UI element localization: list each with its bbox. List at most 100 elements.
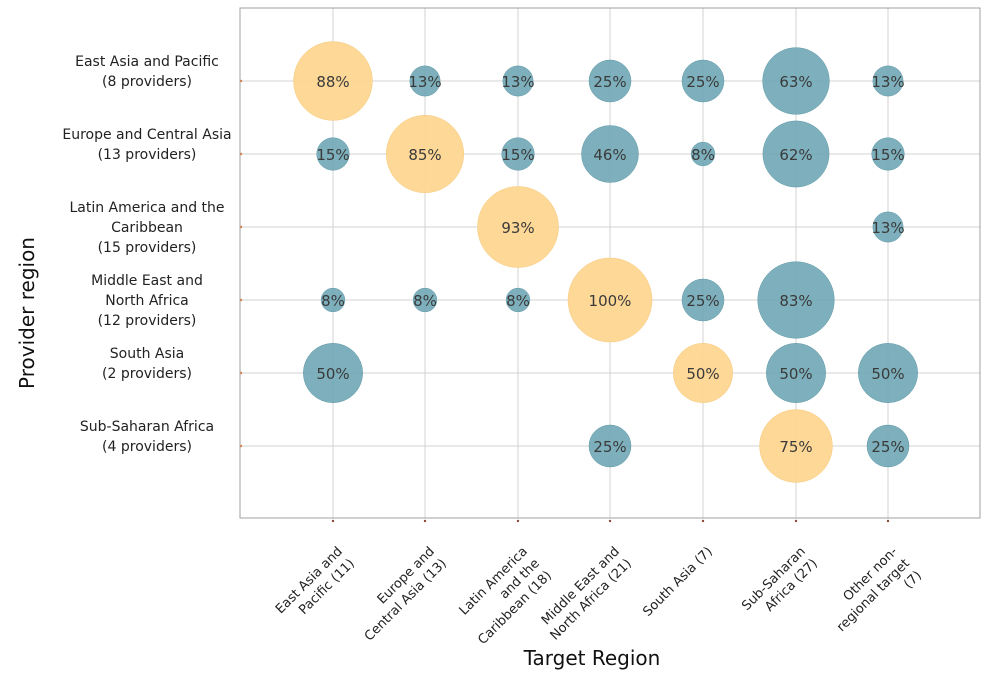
x-tick-mark [794,519,798,523]
y-tick-label-line: Middle East and [91,273,203,289]
x-tick-label-line: South Asia (7) [640,544,715,619]
bubble [320,287,346,313]
x-tick-labels: East Asia andPacific (11) Europe andCentr… [273,544,925,648]
bubble-value-label: 75% [779,438,812,456]
bubble [477,186,559,268]
y-tick-labels: East Asia and Pacific (8 providers) Europe… [62,54,231,455]
bubble [588,424,632,468]
bubble [673,343,733,403]
x-tick-label: East Asia andPacific (11) [273,544,358,629]
bubble [681,59,725,103]
bubble-value-label: 15% [316,146,349,164]
bubble-value-label: 25% [593,73,626,91]
bubble [293,41,373,121]
y-tick-label-line: (13 providers) [98,147,197,163]
bubble-value-label: 8% [691,146,715,164]
bubble-value-label: 13% [408,73,441,91]
bubble-value-label: 62% [779,146,812,164]
bubble [866,424,910,468]
bubble-value-label: 63% [779,73,812,91]
bubble [872,211,904,243]
x-axis-title: Target Region [523,646,661,670]
bubble-value-label: 8% [506,292,530,310]
y-tick-label: Latin America and the Caribbean (15 provid… [69,200,224,256]
y-tick-label-line: South Asia [110,346,184,362]
bubble-value-label: 50% [316,365,349,383]
bubble-value-label: 50% [686,365,719,383]
bubble-value-label: 13% [501,73,534,91]
bubble-value-label: 93% [501,219,534,237]
bubble [567,257,653,343]
y-tick-label: South Asia (2 providers) [102,346,192,382]
bubble [581,125,639,183]
bubble-value-label: 25% [686,292,719,310]
bubble-value-label: 50% [871,365,904,383]
bubble [588,59,632,103]
y-tick-label-line: (15 providers) [98,240,197,256]
x-tick-mark [701,519,705,523]
y-tick-label-line: (12 providers) [98,313,197,329]
bubble [766,343,826,403]
x-tick-label: Latin Americaand theCaribbean (18) [451,544,555,648]
plot-frame [239,7,981,519]
bubble-value-label: 50% [779,365,812,383]
bubble [872,65,904,97]
x-tick-label: Other non-regional target(7) [822,544,925,647]
bubble-value-label: 85% [408,146,441,164]
y-tick-label: Sub-Saharan Africa (4 providers) [80,419,214,455]
bubble-value-label: 100% [589,292,632,310]
bubble [316,137,350,171]
x-tick-mark [331,519,335,523]
x-tick-mark [423,519,427,523]
bubble [762,120,830,188]
y-tick-label-line: (8 providers) [102,74,192,90]
bubble [871,137,905,171]
bubble [409,65,441,97]
bubble-value-label: 15% [501,146,534,164]
bubble [502,65,534,97]
bubble-value-label: 88% [316,73,349,91]
bubble-value-label: 25% [593,438,626,456]
y-tick-label: Europe and Central Asia (13 providers) [62,127,231,163]
bubble-value-label: 8% [321,292,345,310]
y-tick-label-line: Sub-Saharan Africa [80,419,214,435]
y-tick-label-line: North Africa [105,293,189,309]
bubble-value-label: 46% [593,146,626,164]
bubble [501,137,535,171]
x-tick-label: Sub-SaharanAfrica (27) [739,544,821,626]
bubble-value-label: 13% [871,73,904,91]
y-tick-label-line: Latin America and the [69,200,224,216]
bubble-value-label: 25% [686,73,719,91]
bubble-value-label: 83% [779,292,812,310]
x-tick-mark [886,519,890,523]
bubble [386,115,464,193]
y-tick-label-line: (2 providers) [102,366,192,382]
bubble [303,343,363,403]
x-tick-mark [608,519,612,523]
bubble-value-label: 8% [413,292,437,310]
bubble [690,141,716,167]
x-tick-label: South Asia (7) [640,544,715,619]
bubble [858,343,918,403]
bubble-value-label: 15% [871,146,904,164]
x-tick-mark [516,519,520,523]
bubble-value-label: 25% [871,438,904,456]
y-tick-label: Middle East and North Africa (12 providers… [91,273,203,329]
bubble [412,287,438,313]
y-tick-label-line: Caribbean [111,220,183,236]
y-axis-title: Provider region [15,237,39,389]
bubble-value-label: 13% [871,219,904,237]
bubbles: 88% 13% 13% 25% 25% 63% 13% 15% 85% 15% 46% 8% 62% 15… [293,41,918,483]
y-tick-label-line: (4 providers) [102,439,192,455]
y-tick-label-line: Europe and Central Asia [62,127,231,143]
bubble [505,287,531,313]
y-tick-label-line: East Asia and Pacific [75,54,219,70]
bubble [681,278,725,322]
x-tick-label: Middle East andNorth Africa (21) [536,544,635,643]
bubble [759,409,833,483]
bubble [762,47,830,115]
y-tick-label: East Asia and Pacific (8 providers) [75,54,219,90]
x-tick-label: Europe andCentral Asia (13) [350,544,450,644]
bubble [757,261,835,339]
